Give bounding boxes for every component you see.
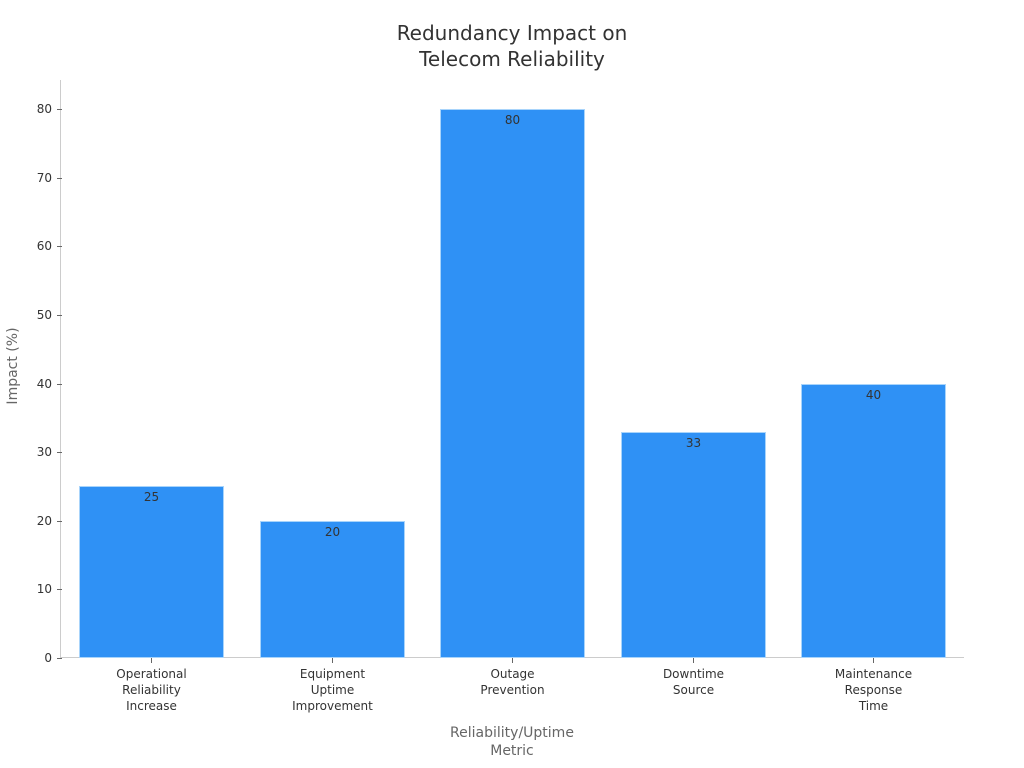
x-tick-label: Operational Reliability Increase bbox=[116, 667, 187, 713]
bar[interactable]: 20 bbox=[260, 520, 405, 658]
x-tick-label: Maintenance Response Time bbox=[834, 667, 913, 713]
y-tick: 10 bbox=[0, 582, 62, 596]
y-tick-label: 10 bbox=[36, 582, 52, 597]
y-tick-mark bbox=[57, 452, 62, 454]
y-tick-label: 80 bbox=[36, 102, 52, 116]
y-tick-mark bbox=[57, 246, 62, 248]
bar-value-label: 25 bbox=[143, 490, 160, 505]
y-tick-mark bbox=[57, 658, 62, 659]
y-tick-label: 30 bbox=[36, 445, 52, 460]
bar-value-label: 20 bbox=[324, 524, 341, 539]
bar-value-label: 80 bbox=[504, 113, 521, 127]
y-tick-mark bbox=[57, 109, 62, 110]
x-tick-mark bbox=[511, 658, 513, 663]
bar[interactable]: 33 bbox=[621, 431, 766, 658]
bar-value-label: 40 bbox=[865, 387, 882, 402]
y-tick: 50 bbox=[0, 308, 62, 322]
y-tick: 60 bbox=[0, 239, 62, 253]
y-tick: 40 bbox=[0, 377, 62, 391]
y-tick-mark bbox=[57, 520, 62, 522]
y-tick-mark bbox=[57, 383, 62, 385]
y-tick-mark bbox=[57, 314, 62, 316]
y-tick: 80 bbox=[0, 102, 62, 116]
y-tick-mark bbox=[57, 589, 62, 591]
x-tick-mark bbox=[692, 658, 694, 663]
x-tick-label: Equipment Uptime Improvement bbox=[292, 667, 373, 713]
x-tick-label: Downtime Source bbox=[662, 667, 725, 697]
bar[interactable]: 25 bbox=[79, 486, 224, 658]
y-tick-label: 40 bbox=[36, 376, 52, 391]
bar-value-label: 33 bbox=[685, 435, 702, 450]
chart-title: Redundancy Impact on Telecom Reliability bbox=[396, 21, 628, 71]
y-tick-label: 20 bbox=[36, 513, 52, 528]
y-tick-label: 0 bbox=[44, 651, 52, 665]
x-tick-mark bbox=[331, 658, 333, 663]
y-tick-mark bbox=[57, 177, 62, 179]
x-axis-label: Reliability/Uptime Metric bbox=[450, 725, 574, 759]
y-tick: 70 bbox=[0, 171, 62, 185]
y-axis-label: Impact (%) bbox=[5, 327, 21, 405]
y-tick: 20 bbox=[0, 514, 62, 528]
y-tick-label: 50 bbox=[36, 307, 52, 322]
bar[interactable]: 80 bbox=[440, 109, 585, 658]
y-tick-label: 60 bbox=[36, 239, 52, 254]
y-tick: 0 bbox=[0, 651, 62, 665]
x-tick-mark bbox=[872, 658, 874, 663]
bar[interactable]: 40 bbox=[801, 383, 946, 658]
x-tick-label: Outage Prevention bbox=[480, 667, 545, 697]
x-tick-mark bbox=[150, 658, 152, 663]
y-tick-label: 70 bbox=[36, 170, 52, 185]
y-axis-line bbox=[60, 80, 61, 658]
y-tick: 30 bbox=[0, 445, 62, 459]
